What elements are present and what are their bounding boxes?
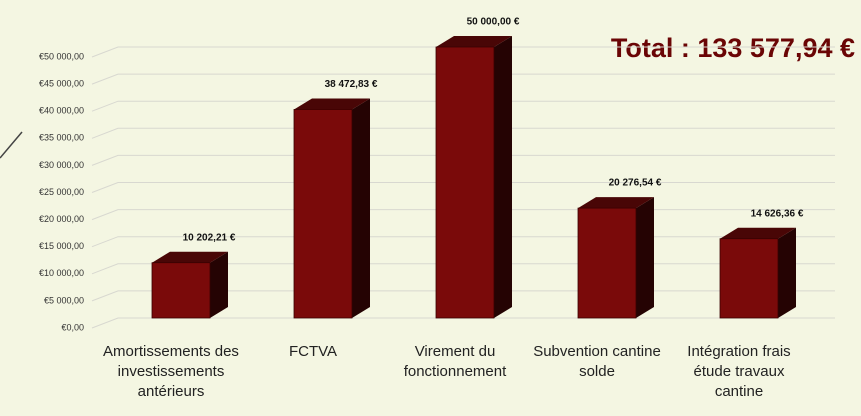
grid-line — [91, 127, 835, 139]
bar — [151, 262, 211, 319]
bar — [719, 238, 779, 319]
x-tick-label: Amortissements des investissements antér… — [103, 343, 239, 400]
grid-line — [91, 154, 835, 166]
x-tick-label: Subvention cantine solde — [533, 343, 661, 380]
y-tick-label: €25 000,00 — [39, 187, 84, 197]
bar-side — [636, 197, 654, 318]
grid-line — [91, 100, 835, 112]
bar-side — [778, 227, 796, 318]
chart-title: Total : 133 577,94 € — [611, 33, 855, 63]
x-tick-label: FCTVA — [288, 343, 338, 360]
y-tick-label: €45 000,00 — [39, 78, 84, 88]
value-label: 14 626,36 € — [751, 208, 804, 219]
y-tick-label: €0,00 — [61, 322, 84, 332]
y-tick-label: €10 000,00 — [39, 268, 84, 278]
value-label: 50 000,00 € — [467, 17, 520, 28]
bar — [577, 207, 637, 319]
bar-top — [152, 251, 228, 263]
bar-top — [436, 36, 512, 47]
grid-line — [91, 46, 835, 58]
y-tick-label: €5 000,00 — [44, 295, 84, 305]
bar-side — [210, 251, 228, 318]
bar-side — [494, 36, 512, 318]
bar-top — [720, 227, 796, 239]
y-tick-label: €40 000,00 — [39, 106, 84, 116]
bar — [435, 46, 495, 319]
grid-line — [91, 317, 835, 329]
y-tick-label: €15 000,00 — [39, 241, 84, 251]
x-tick-label: Virement du fonctionnement — [403, 343, 507, 380]
y-tick-label: €20 000,00 — [39, 214, 84, 224]
bar-side — [352, 98, 370, 318]
y-tick-label: €50 000,00 — [39, 51, 84, 61]
value-label: 38 472,83 € — [325, 79, 378, 90]
grid-line — [91, 182, 835, 193]
bar-top — [578, 197, 654, 209]
decoration — [0, 131, 23, 159]
y-tick-label: €35 000,00 — [39, 133, 84, 143]
value-label: 20 276,54 € — [609, 178, 662, 189]
bar-top — [294, 98, 370, 110]
bar — [293, 109, 353, 319]
grid-line — [91, 73, 835, 85]
value-label: 10 202,21 € — [183, 232, 236, 243]
y-tick-label: €30 000,00 — [39, 160, 84, 170]
x-tick-label: Intégration frais étude travaux cantine — [687, 343, 791, 400]
